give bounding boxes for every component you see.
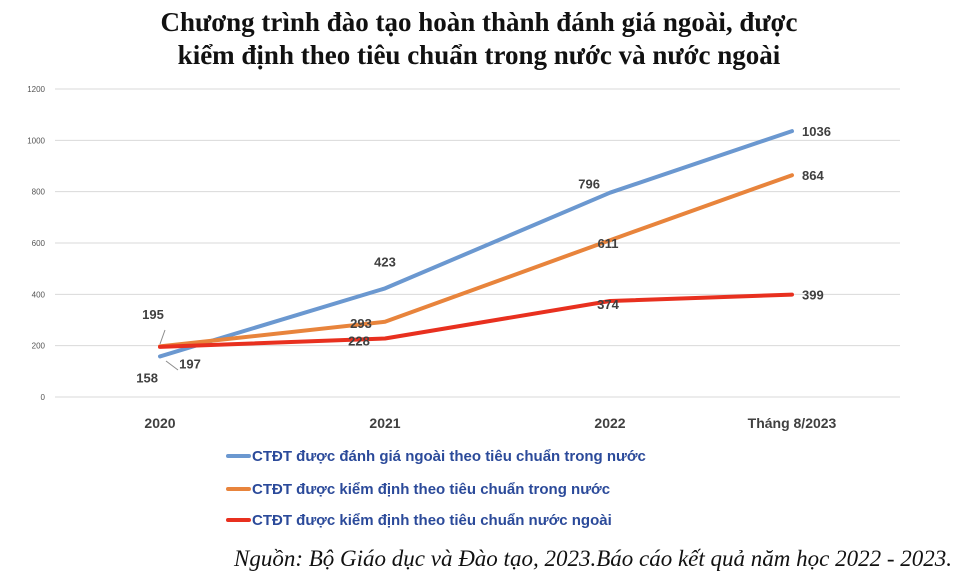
- chart-title-line-2: kiểm định theo tiêu chuẩn trong nước và …: [177, 40, 781, 70]
- y-tick-label: 1200: [27, 85, 45, 94]
- y-tick-label: 0: [41, 393, 46, 402]
- data-label: 796: [578, 177, 600, 192]
- y-tick-label: 1000: [27, 136, 45, 145]
- y-tick-label: 800: [32, 188, 46, 197]
- legend-label-3: CTĐT được kiểm định theo tiêu chuẩn nước…: [252, 512, 612, 529]
- leader-line: [165, 360, 179, 371]
- data-label: 423: [374, 254, 396, 269]
- series-line-1: [158, 129, 794, 359]
- data-label: 399: [802, 288, 824, 303]
- y-tick-label: 400: [32, 290, 46, 299]
- series-line-2: [158, 173, 794, 349]
- data-label: 197: [179, 356, 201, 371]
- data-label: 864: [802, 168, 824, 183]
- data-label: 611: [598, 236, 619, 251]
- data-label: 374: [597, 297, 619, 312]
- legend-label-2: CTĐT được kiểm định theo tiêu chuẩn tron…: [252, 481, 610, 498]
- y-tick-label: 200: [32, 342, 46, 351]
- leader-line: [159, 329, 166, 345]
- legend-label-1: CTĐT được đánh giá ngoài theo tiêu chuẩn…: [252, 448, 646, 465]
- data-label: 195: [142, 307, 164, 322]
- data-label: 293: [350, 316, 372, 331]
- y-tick-label: 600: [32, 239, 46, 248]
- x-tick-label: 2022: [594, 415, 625, 431]
- data-label: 228: [348, 333, 370, 348]
- x-tick-label: 2020: [144, 415, 175, 431]
- x-tick-label: Tháng 8/2023: [748, 415, 837, 431]
- data-label: 1036: [802, 124, 831, 139]
- source-note: Nguồn: Bộ Giáo dục và Đào tạo, 2023.Báo …: [233, 546, 952, 571]
- chart-title-line-1: Chương trình đào tạo hoàn thành đánh giá…: [160, 7, 798, 37]
- data-label: 158: [136, 370, 158, 385]
- series-line-3: [158, 292, 794, 349]
- x-tick-label: 2021: [369, 415, 400, 431]
- line-chart: 0 200 400 600 800 1000 1200 2020 2021 2022 Tháng 8…: [27, 85, 900, 529]
- chart-title: Chương trình đào tạo hoàn thành đánh giá…: [0, 6, 958, 72]
